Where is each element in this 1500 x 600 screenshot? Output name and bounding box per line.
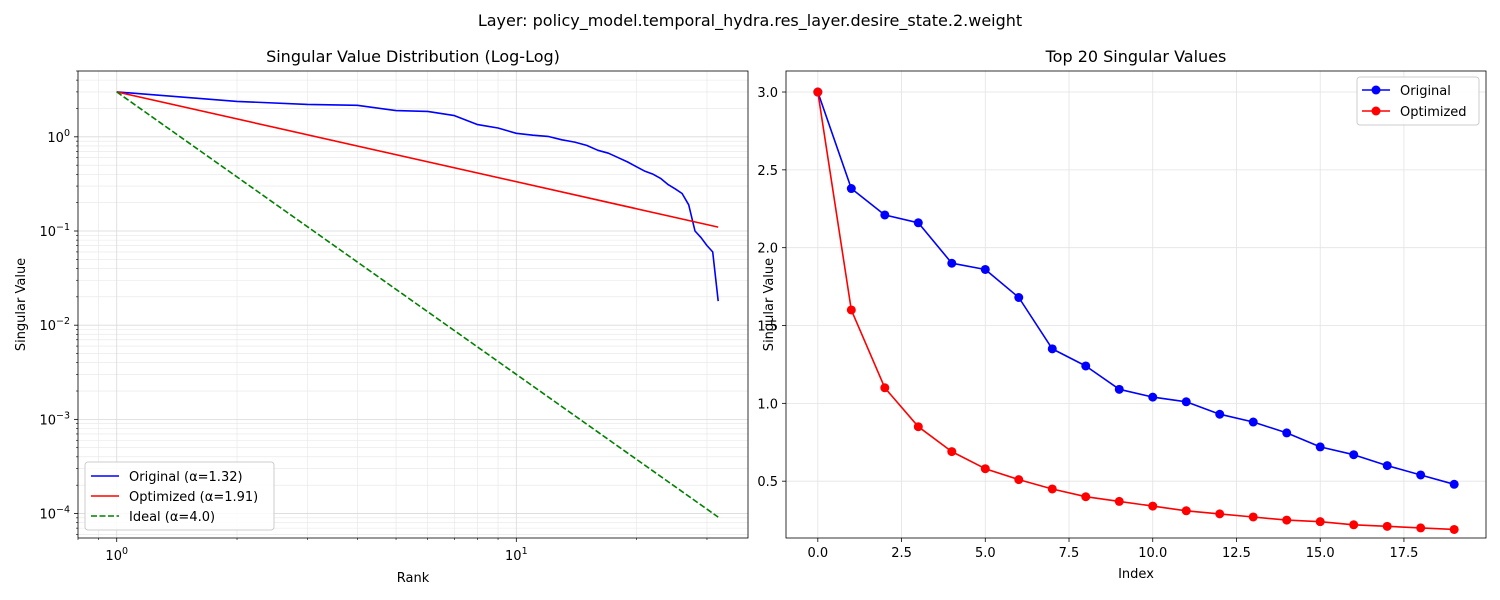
y-tick-label: 10−4: [39, 505, 70, 523]
series-1-point: [980, 464, 990, 474]
series-line-0: [817, 91, 1455, 486]
series-1-point: [846, 305, 856, 315]
legend: Original (α=1.32) Optimized (α=1.91) Ideal…: [84, 461, 275, 531]
series-1-point: [1416, 523, 1426, 533]
x-tick-label: 5.0: [975, 546, 996, 561]
legend: Original Optimized: [1356, 76, 1480, 126]
x-tick-label: 15.0: [1306, 546, 1335, 561]
series-0-point: [846, 184, 856, 194]
plot-frame: [785, 70, 1487, 539]
y-tick-label: 10−2: [39, 316, 70, 334]
series-1-point: [1181, 506, 1191, 516]
series-line-1: [116, 91, 719, 228]
series-1-point: [1315, 517, 1325, 527]
figure-title: Layer: policy_model.temporal_hydra.res_l…: [478, 11, 1022, 31]
series-0-point: [1114, 384, 1124, 394]
legend-label-2: Ideal (α=4.0): [129, 510, 215, 525]
series-0-point: [1248, 417, 1258, 427]
series-0-point: [1181, 397, 1191, 407]
y-tick-label: 1.5: [757, 320, 778, 335]
x-tick-label: 0.0: [807, 546, 828, 561]
legend-label-0: Original (α=1.32): [129, 470, 243, 485]
series-1-point: [1148, 501, 1158, 511]
series-0-point: [913, 218, 923, 228]
series-1-point: [1349, 520, 1359, 530]
y-tick-label: 3.0: [757, 86, 778, 101]
legend-label-0: Original: [1400, 84, 1451, 99]
series-1-point: [813, 87, 823, 97]
series-1-point: [913, 422, 923, 432]
series-1-point: [1382, 521, 1392, 531]
loglog-chart: 100 101 10−4 10−3 10−2 10−1 100 Singular Value …: [14, 47, 749, 586]
plot-area: [786, 71, 1486, 538]
series-0-point: [1148, 392, 1158, 402]
series-0-point: [1449, 479, 1459, 489]
y-tick-label: 10−3: [39, 410, 70, 428]
legend-marker-0: [1371, 85, 1381, 95]
x-tick-label: 100: [105, 546, 128, 564]
series-1-point: [880, 383, 890, 393]
series-0-point: [1047, 344, 1057, 354]
chart-title: Top 20 Singular Values: [1045, 47, 1227, 66]
chart-title: Singular Value Distribution (Log-Log): [266, 47, 560, 66]
x-axis-label: Rank: [397, 571, 430, 586]
y-axis-label: Singular Value: [14, 258, 29, 351]
y-tick-label: 2.0: [757, 242, 778, 257]
y-tick-label: 1.0: [757, 397, 778, 412]
series-0-point: [947, 258, 957, 268]
x-tick-label: 10.0: [1138, 546, 1167, 561]
legend-label-1: Optimized (α=1.91): [129, 490, 258, 505]
y-axis-label: Singular Value: [762, 258, 777, 351]
x-axis-label: Index: [1118, 567, 1154, 582]
series-1-point: [1215, 509, 1225, 519]
legend-frame: [84, 461, 275, 531]
series-1-point: [1047, 484, 1057, 494]
legend-marker-1: [1371, 106, 1381, 116]
series-0-point: [1282, 428, 1292, 438]
y-tick-label: 10−1: [39, 222, 70, 240]
series-1-point: [1081, 492, 1091, 502]
series-0-point: [1315, 442, 1325, 452]
series-1-point: [1282, 515, 1292, 525]
series-line-0: [116, 91, 719, 302]
series-0-point: [1349, 450, 1359, 460]
series-1-point: [1248, 512, 1258, 522]
legend-frame: [1356, 76, 1480, 126]
x-tick-label: 2.5: [891, 546, 912, 561]
top20-chart: 0.0 2.5 5.0 7.5 10.0 12.5 15.0 17.5 0.5 1.0 1.5 2.0…: [757, 47, 1487, 582]
y-tick-label: 100: [47, 128, 70, 146]
series-0-point: [1215, 409, 1225, 419]
x-tick-label: 101: [505, 546, 528, 564]
series-0-point: [1416, 470, 1426, 480]
x-tick-label: 17.5: [1389, 546, 1418, 561]
series-1-point: [1014, 475, 1024, 485]
series-0-point: [1382, 461, 1392, 471]
series-line-1: [817, 91, 1455, 531]
series-0-point: [880, 210, 890, 220]
series-0-point: [980, 264, 990, 274]
series-0-point: [1081, 361, 1091, 371]
legend-label-1: Optimized: [1400, 105, 1467, 120]
series-1-point: [1449, 524, 1459, 534]
plot-frame: [77, 70, 749, 539]
y-tick-label: 0.5: [757, 475, 778, 490]
y-tick-label: 2.5: [757, 164, 778, 179]
series-1-point: [947, 447, 957, 457]
series-0-point: [1014, 292, 1024, 302]
series-line-2: [116, 91, 719, 518]
x-tick-label: 12.5: [1222, 546, 1251, 561]
x-tick-label: 7.5: [1059, 546, 1080, 561]
series-1-point: [1114, 496, 1124, 506]
